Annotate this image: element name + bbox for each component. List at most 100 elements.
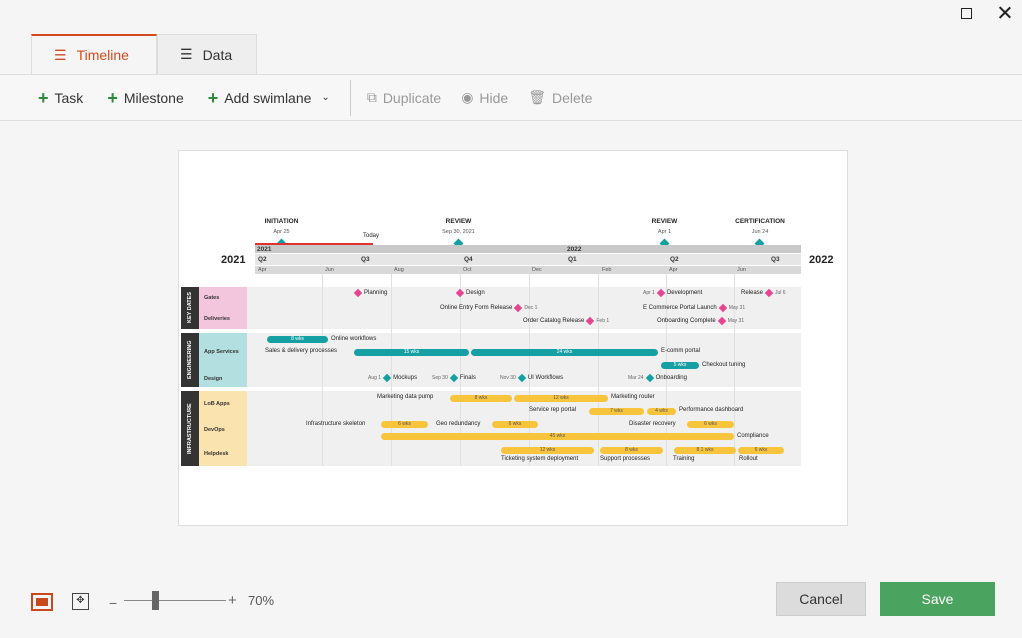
diamond-icon [645,373,654,383]
milestone-date: Apr 1 [643,290,655,296]
month-tick: Feb [602,267,612,273]
milestone[interactable]: E Commerce Portal Launch May 31 [643,303,746,313]
diamond-icon [586,316,595,326]
milestone-date: May 31 [728,305,746,311]
task-bar[interactable]: 8.1 wks [674,447,736,454]
fit-to-window-icon[interactable] [31,593,53,611]
close-icon[interactable] [998,6,1012,20]
quarter-scale [255,254,801,265]
swimlane-group [181,287,801,329]
milestone-label: Planning [364,290,388,296]
zoom-out-button[interactable]: − [109,595,118,611]
zoom-slider-track[interactable] [124,600,226,601]
today-label: Today [363,233,380,239]
milestone-label: Online Entry Form Release [440,305,513,311]
phase-label: INITIATION [264,218,299,225]
milestone-label: Onboarding Complete [657,318,716,324]
save-button[interactable]: Save [880,582,995,616]
quarter-tick: Q4 [464,256,473,263]
milestone-label: E Commerce Portal Launch [643,305,717,311]
milestone[interactable]: Nov 30 UI Workflows [500,373,563,383]
task-bar[interactable]: 24 wks [471,349,658,356]
phase-date: Apr 25 [273,229,290,235]
task-bar[interactable]: 8 wks [267,336,328,343]
task-bar[interactable]: 8 wks [450,395,512,402]
eye-icon: ◉ [461,89,474,105]
hide-button[interactable]: ◉ Hide [461,89,508,106]
milestone[interactable]: Aug 1 Mockups [368,373,418,383]
milestone[interactable]: Mar 24 Onboarding [628,373,687,383]
task-bar[interactable]: 6 wks [687,421,734,428]
list-icon: ☰ [180,46,193,62]
duplicate-button[interactable]: ⧉ Duplicate [367,89,441,106]
zoom-in-button[interactable]: + [228,592,237,609]
swimlane-group [181,391,801,466]
milestone-date: Nov 30 [500,375,516,381]
milestone[interactable]: Sep 30 Finals [432,373,476,383]
month-tick: Aug [394,267,404,273]
milestone-label: Mockups [393,375,418,381]
task-bar[interactable]: 12 wks [501,447,594,454]
task-label: Disaster recovery [629,421,676,427]
task-bar[interactable]: 4 wks [647,408,676,415]
tab-data[interactable]: ☰ Data [157,34,257,74]
milestone[interactable]: Online Entry Form Release Dec 1 [440,303,537,313]
task-bar[interactable]: 6 wks [492,421,538,428]
lane-label: App Services [199,333,247,371]
tab-data-label: Data [202,46,233,63]
maximize-icon[interactable] [961,8,972,19]
add-task-button[interactable]: + Task [38,89,83,107]
bottom-bar: ✥ − + 70% Cancel Save [0,581,1022,638]
phase-date: Apr 1 [657,229,672,235]
diamond-icon [717,316,726,326]
tab-timeline[interactable]: ☰ Timeline [31,34,157,74]
task-label: Marketing data pump [377,394,434,400]
start-year: 2021 [221,254,246,266]
task-label: Sales & delivery processes [265,348,338,354]
milestone[interactable]: Onboarding Complete May 31 [657,316,745,326]
delete-button[interactable]: 🗑 Delete [528,89,592,106]
milestone-label: Development [666,290,703,296]
task-bar[interactable]: 45 wks [381,433,734,440]
plus-icon: + [107,87,118,108]
task-bar[interactable]: 8 wks [600,447,663,454]
diamond-icon [517,373,527,383]
task-label: Marketing router [611,394,655,400]
grid-line [666,274,667,466]
window-controls [961,6,1012,20]
month-tick: Apr [258,267,267,273]
grid-line [734,274,735,466]
group-label: ENGINEERING [181,333,199,387]
month-tick: Oct [463,267,472,273]
milestone[interactable]: Planning [353,288,388,298]
grid-line [322,274,323,466]
task-bar[interactable]: 5 wks [661,362,699,369]
milestone[interactable]: Apr 1 Development [643,288,703,298]
task-bar[interactable]: 15 wks [354,349,469,356]
milestone-date: Sep 30 [432,375,448,381]
milestone[interactable]: Design [455,288,485,298]
delete-label: Delete [551,89,593,106]
task-bar[interactable]: 6 wks [381,421,428,428]
diamond-icon [514,303,523,313]
task-bar[interactable]: 7 wks [589,408,644,415]
expand-icon[interactable]: ✥ [72,593,89,610]
add-swimlane-label: Add swimlane [224,89,312,106]
diamond-icon [656,288,666,298]
add-milestone-button[interactable]: + Milestone [107,87,183,108]
timeline-slide[interactable]: INITIATION Apr 25 REVIEW Sep 30, 2021 RE… [178,150,848,526]
task-label: E-comm portal [661,348,701,354]
task-label: Performance dashboard [679,407,744,413]
tab-bar: ☰ Timeline ☰ Data [31,34,257,74]
cancel-button[interactable]: Cancel [776,582,866,616]
task-label: Support processes [600,456,651,462]
phase-date: Sep 30, 2021 [442,229,475,235]
group-label: INFRASTRUCTURE [181,391,199,466]
task-bar[interactable]: 6 wks [738,447,784,454]
milestone[interactable]: Release Jul 6 [741,288,786,298]
milestone[interactable]: Order Catalog Release Feb 1 [523,316,609,326]
milestone-date: May 31 [727,318,745,324]
task-bar[interactable]: 12 wks [514,395,608,402]
zoom-slider-thumb[interactable] [152,591,159,610]
add-swimlane-button[interactable]: + Add swimlane ⌄ [208,89,330,107]
